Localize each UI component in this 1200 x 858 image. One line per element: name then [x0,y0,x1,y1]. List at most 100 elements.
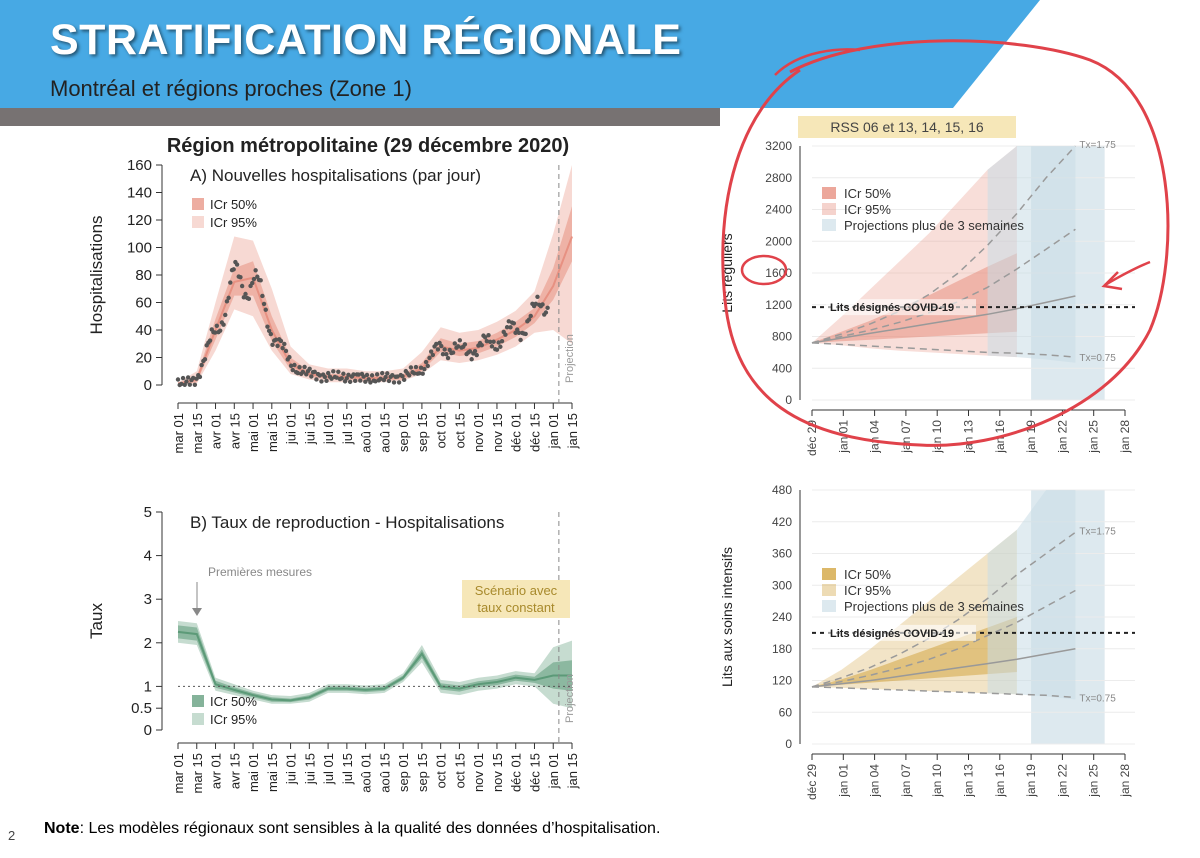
chart-0-observed-point [418,365,424,370]
chart-3-reference-label: Lits désignés COVID-19 [830,628,954,640]
chart-0-legend-label-50: ICr 50% [210,197,257,212]
chart-0-x-tick-label: jui 15 [302,413,317,445]
chart-1-x-tick-label: sep 15 [415,753,430,792]
chart-0-observed-point [241,295,247,300]
chart-0-observed-point [504,325,510,330]
chart-0-observed-point [422,366,427,372]
chart-2-y-tick-label: 2000 [765,234,792,248]
chart-0-observed-point [386,378,392,384]
chart-0-observed-point [518,337,523,343]
chart-1-x-tick-label: aoû 01 [359,753,374,793]
chart-0-observed-point [221,322,226,327]
chart-1-y-tick-label: 3 [144,591,152,608]
chart-0-observed-point [361,374,366,379]
chart-0-x-tick-label: mai 15 [265,413,280,452]
chart-0-x-tick-label: jui 01 [284,413,299,445]
chart-0-observed-point [197,374,203,380]
chart-0-observed-point [184,379,189,384]
chart-2-band-projection [987,146,1076,363]
chart-0-x-tick-label: déc 15 [527,413,542,452]
chart-2-x-tick-label: jan 04 [868,420,882,454]
chart-0-observed-point [273,337,279,342]
chart-1-y-tick-label: 2 [144,635,152,652]
chart-0-x-tick-label: avr 01 [209,413,224,449]
chart-0-observed-point [484,339,490,344]
chart-0-observed-point [391,380,397,385]
header-banner: STRATIFICATION RÉGIONALE Montréal et rég… [0,0,1200,126]
chart-0-y-tick-label: 120 [127,212,152,229]
annotation-circle [721,39,1170,447]
chart-1-scenario-label-1: Scénario avec [475,583,558,598]
chart-1-x-tick-label: jul 01 [321,753,336,785]
chart-0-projection-label: Projection [564,334,576,383]
chart-0-observed-point [253,268,258,273]
chart-0-observed-point [515,327,520,332]
chart-3-scenario-low [811,686,1076,699]
chart-0-observed-point [207,338,213,343]
chart-1-x-tick-label: aoû 15 [377,753,392,793]
chart-0-observed-point [187,382,193,387]
chart-0-observed-point [396,380,402,385]
chart-2-band-50 [812,253,1017,343]
chart-1-y-tick-label: 1 [144,678,152,695]
chart-1-x-tick-label: mai 15 [265,753,280,792]
chart-2-x-tick-label: déc 29 [805,420,819,456]
chart-0-observed-point [239,283,245,289]
chart-0-observed-point [413,364,419,370]
chart-2-legend-label-50: ICr 50% [844,186,891,201]
chart-0-x-tick-label: jul 15 [340,413,355,445]
chart-0-x-tick-label: avr 15 [227,413,242,449]
chart-0-observed-point [513,330,518,336]
chart-3-x-tick-label: jan 07 [899,764,913,798]
chart-0-x-tick-label: jan 15 [565,413,580,449]
chart-0-observed-point [445,355,451,361]
left-chart-title: Région métropolitaine (29 décembre 2020) [167,135,569,157]
chart-0-observed-point [180,375,186,381]
chart-3-legend-swatch-projection [822,600,836,612]
chart-0-observed-point [238,274,243,280]
chart-3-band-projection [987,490,1076,700]
chart-1-x-tick-label: avr 01 [209,753,224,789]
chart-0-observed-point [358,378,363,383]
chart-0-observed-point [295,370,301,376]
chart-0-legend-swatch-95 [192,216,204,228]
chart-2-legend-swatch-95 [822,203,836,215]
chart-3-scenario-high-label: Tx=1.75 [1079,526,1116,537]
chart-0-observed-point [368,380,373,385]
chart-0-legend-swatch-50 [192,198,204,210]
chart-0-y-tick-label: 160 [127,157,152,174]
chart-3-x-tick-label: jan 10 [930,764,944,798]
chart-0-observed-point [373,379,378,384]
chart-2-x-tick-label: jan 01 [836,420,850,454]
chart-0-observed-point [540,302,545,307]
chart-0-observed-point [263,307,268,312]
chart-1-x-tick-label: nov 15 [490,753,505,792]
chart-2-panel-title: RSS 06 et 13, 14, 15, 16 [830,119,984,135]
chart-2-reference-label: Lits désignés COVID-19 [830,302,954,314]
chart-0-observed-point [214,323,220,329]
chart-2-x-tick-label: jan 13 [962,420,976,454]
chart-0-observed-point [317,373,322,378]
chart-0-observed-point [401,377,407,383]
chart-1-legend-swatch-95 [192,713,204,725]
chart-0-observed-point [314,377,319,382]
chart-0-observed-point [506,319,511,324]
chart-3-y-tick-label: 120 [772,674,792,688]
chart-0-observed-point [250,280,255,286]
annotation-circle-tail [774,48,861,76]
chart-3-y-tick-label: 300 [772,578,792,592]
chart-2-y-tick-label: 3200 [765,139,792,153]
chart-0-observed-point [356,372,361,377]
chart-0-x-tick-label: oct 15 [452,413,467,448]
page-number: 2 [8,828,16,843]
chart-0-legend-label-95: ICr 95% [210,215,257,230]
chart-2-x-tick-label: jan 07 [899,420,913,454]
chart-0-observed-point [292,362,297,368]
chart-2-y-tick-label: 2800 [765,171,792,185]
chart-3-y-label: Lits aux soins intensifs [719,547,735,687]
chart-3-legend-label-projection: Projections plus de 3 semaines [844,599,1024,614]
chart-0-observed-point [344,376,349,381]
chart-0-x-tick-label: sep 01 [396,413,411,452]
chart-0-observed-point [435,347,441,352]
